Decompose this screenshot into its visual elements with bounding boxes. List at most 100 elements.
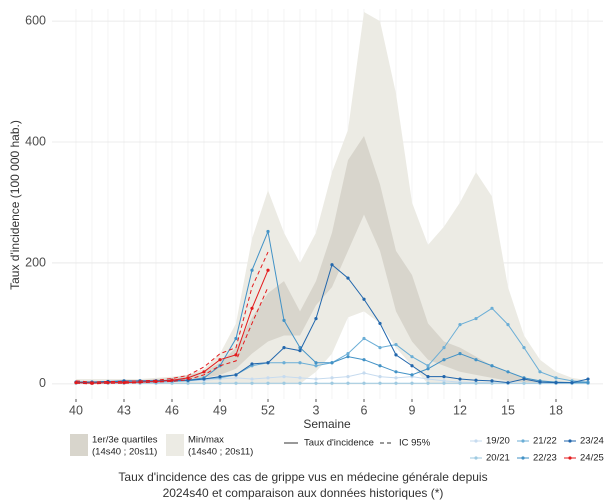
y-tick-label: 600 [25, 13, 46, 27]
data-point [522, 377, 526, 381]
data-point [314, 361, 318, 365]
legend-label: (14s40 ; 20s11) [188, 447, 253, 458]
data-point [426, 375, 430, 379]
data-point [330, 263, 334, 267]
data-point [202, 377, 206, 381]
data-point [346, 276, 350, 280]
data-point [442, 346, 446, 350]
data-point [202, 381, 206, 385]
legend-label: Taux d'incidence [304, 438, 374, 449]
x-axis-label: Semaine [303, 417, 351, 431]
legend-label: 1er/3e quartiles [92, 435, 158, 446]
data-point [506, 323, 510, 327]
data-point [298, 381, 302, 385]
data-point [282, 346, 286, 350]
data-point [282, 318, 286, 322]
data-point [362, 336, 366, 341]
data-point [250, 377, 254, 381]
legend-label: IC 95% [399, 438, 431, 449]
data-point [266, 229, 270, 234]
y-tick-label: 0 [39, 376, 46, 390]
data-point [154, 379, 158, 384]
band [76, 12, 588, 384]
data-point [442, 375, 446, 379]
data-point [490, 379, 494, 383]
data-point [234, 336, 238, 341]
data-point [458, 381, 462, 385]
data-point [314, 381, 318, 385]
data-point [410, 373, 414, 377]
data-point [218, 358, 222, 362]
legend-dot [474, 456, 478, 460]
band [76, 135, 588, 384]
data-point [458, 352, 462, 356]
data-point [490, 364, 494, 368]
data-point [410, 364, 414, 368]
data-point [330, 376, 334, 380]
x-tick-label: 52 [261, 403, 275, 417]
data-point [586, 377, 590, 381]
data-point [570, 381, 574, 385]
data-point [554, 381, 558, 385]
data-point [298, 349, 302, 353]
data-point [394, 342, 398, 347]
data-point [474, 316, 478, 321]
data-point [234, 353, 238, 357]
data-point [314, 364, 318, 368]
data-point [474, 358, 478, 362]
legend-label: (14s40 ; 20s11) [92, 447, 157, 458]
data-point [458, 377, 462, 381]
data-point [394, 381, 398, 385]
data-point [426, 364, 430, 368]
data-point [74, 381, 78, 385]
data-point [442, 381, 446, 385]
legend-dot [568, 456, 572, 460]
data-point [250, 381, 254, 385]
data-point [378, 346, 382, 350]
data-point [554, 376, 558, 380]
x-tick-label: 49 [213, 403, 227, 417]
data-point [490, 381, 494, 385]
data-point [378, 321, 382, 326]
data-point [346, 381, 350, 385]
data-point [490, 306, 494, 310]
data-point [266, 268, 270, 272]
data-point [138, 380, 142, 384]
data-point [410, 355, 414, 359]
data-point [442, 379, 446, 383]
data-point [234, 381, 238, 385]
data-point [426, 377, 430, 381]
data-point [378, 381, 382, 385]
data-point [346, 352, 350, 356]
data-point [234, 376, 238, 380]
data-point [266, 361, 270, 365]
legend-label: 22/23 [533, 453, 557, 464]
data-point [218, 381, 222, 385]
legend-swatch [166, 434, 184, 456]
data-point [282, 381, 286, 385]
legend-dot [521, 456, 525, 460]
data-point [394, 370, 398, 374]
data-point [186, 381, 190, 385]
data-point [362, 297, 366, 301]
y-tick-label: 400 [25, 134, 46, 148]
data-point [586, 381, 590, 385]
data-point [410, 381, 414, 385]
data-point [90, 381, 94, 385]
series-line [75, 286, 269, 385]
data-point [346, 355, 350, 359]
data-point [458, 323, 462, 327]
legend-dot [474, 439, 478, 443]
data-point [394, 376, 398, 380]
data-point [362, 381, 366, 385]
data-point [218, 375, 222, 379]
data-point [250, 306, 254, 310]
data-point [266, 381, 270, 385]
data-point [186, 376, 190, 380]
x-tick-label: 12 [453, 403, 467, 417]
data-point [250, 268, 254, 272]
x-tick-label: 18 [549, 403, 563, 417]
data-point [426, 367, 430, 371]
data-point [314, 316, 318, 321]
